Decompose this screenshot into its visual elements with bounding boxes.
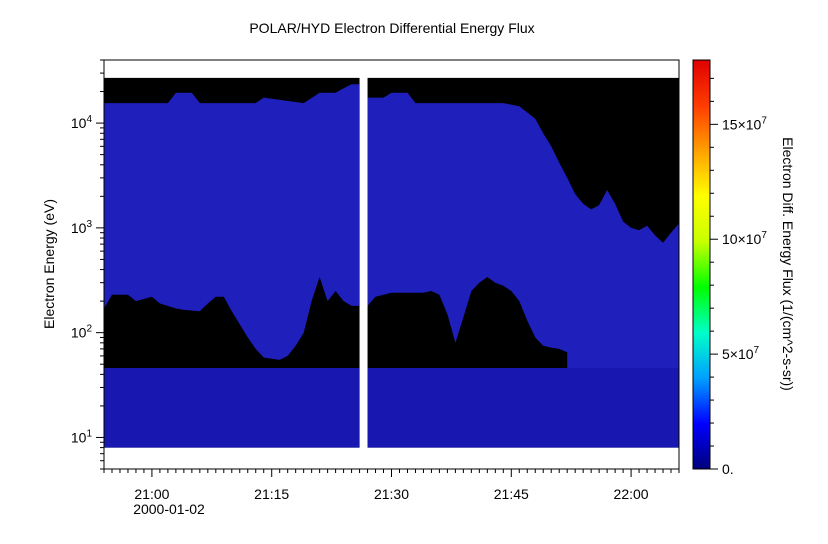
chart-title: POLAR/HYD Electron Differential Energy F… [249,20,534,36]
x-axis: 21:00 21:15 21:30 21:45 22:00 [103,469,680,502]
colorbar-title: Electron Diff. Energy Flux (1/(cm^2-s-sr… [780,137,796,391]
x-tick-label: 21:30 [374,486,409,502]
x-tick-label: 22:00 [614,486,649,502]
y-axis: 101 102 103 104 [71,59,104,470]
colorbar-tick-label: 0. [722,461,734,477]
spectrogram-plot-area [103,59,680,470]
x-tick-label: 21:45 [494,486,529,502]
upper-flux-region-2 [367,92,679,368]
lower-flux-region-1 [104,368,360,448]
y-tick-label: 102 [71,324,93,341]
x-axis-date-label: 2000-01-02 [133,501,205,517]
colorbar-tick-label: 5×107 [722,345,760,362]
lower-flux-region-2 [367,368,679,448]
y-tick-label: 101 [71,428,93,445]
y-tick-label: 103 [71,219,93,236]
colorbar: 0. 5×107 10×107 15×107 [692,59,767,477]
y-tick-label: 104 [71,114,93,131]
upper-flux-region-1 [104,84,360,360]
x-tick-label: 21:15 [254,486,289,502]
y-axis-title: Electron Energy (eV) [41,199,57,329]
x-tick-label: 21:00 [134,486,169,502]
colorbar-gradient [692,59,711,470]
colorbar-tick-label: 10×107 [722,230,767,247]
colorbar-tick-label: 15×107 [722,115,767,132]
